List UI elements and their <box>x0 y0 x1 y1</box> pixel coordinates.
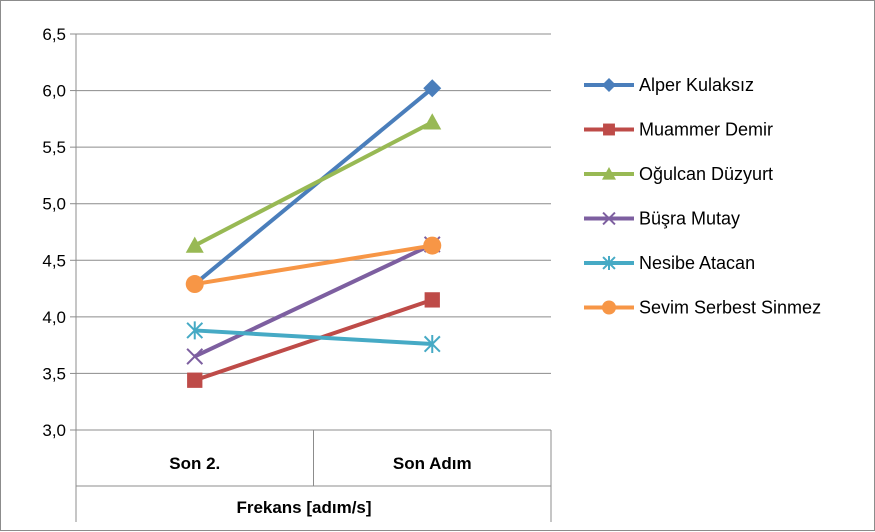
data-point-marker <box>602 300 616 315</box>
y-tick-label: 6,5 <box>42 25 66 44</box>
legend: Alper Kulaksız Muammer Demir Oğulcan Düzyu… <box>584 75 821 318</box>
legend-label: Muammer Demir <box>639 120 773 140</box>
y-tick-label: 3,0 <box>42 421 66 440</box>
legend-label: Alper Kulaksız <box>639 75 754 95</box>
series-line <box>194 328 433 347</box>
legend-label: Nesibe Atacan <box>639 253 755 273</box>
legend-label: Büşra Mutay <box>639 209 740 229</box>
gridlines <box>76 33 551 431</box>
data-point-marker <box>186 348 204 365</box>
data-point-marker <box>423 113 442 130</box>
data-point-marker <box>423 79 442 98</box>
series-büşra-mutay <box>186 236 441 365</box>
data-point-marker <box>602 78 616 92</box>
axes: 3,0 3,5 4,0 4,5 5,0 5,5 6,0 6,5 Son 2. Son Adım <box>42 25 552 522</box>
x-axis-title: Frekans [adım/s] <box>236 498 371 517</box>
series-line <box>194 297 433 383</box>
series-layer <box>185 79 442 388</box>
series-alper-kulaksız <box>185 79 442 294</box>
y-tick-label: 4,5 <box>42 251 66 270</box>
data-point-marker <box>186 321 204 340</box>
series-line <box>193 242 434 359</box>
y-tick-label: 5,5 <box>42 138 66 157</box>
legend-item: Alper Kulaksız <box>584 75 754 95</box>
y-tick-label: 3,5 <box>42 364 66 383</box>
x-tick-label: Son Adım <box>393 454 472 473</box>
data-point-marker <box>423 335 441 354</box>
data-point-marker <box>602 256 616 270</box>
legend-label: Sevim Serbest Sinmez <box>639 298 821 318</box>
y-tick-label: 5,0 <box>42 195 66 214</box>
series-line <box>194 243 433 287</box>
series-nesibe-atacan <box>186 321 441 354</box>
data-point-marker <box>602 167 616 180</box>
legend-item: Büşra Mutay <box>584 209 740 229</box>
data-point-marker <box>602 211 616 226</box>
data-point-marker <box>424 292 440 308</box>
x-tick-label: Son 2. <box>169 454 220 473</box>
legend-item: Oğulcan Düzyurt <box>584 164 773 184</box>
series-line <box>193 120 434 248</box>
data-point-marker <box>185 236 204 253</box>
data-point-marker <box>185 275 204 294</box>
legend-item: Sevim Serbest Sinmez <box>584 298 821 318</box>
legend-item: Muammer Demir <box>584 120 773 140</box>
series-muammer-demir <box>187 292 440 388</box>
y-tick-label: 6,0 <box>42 82 66 101</box>
data-point-marker <box>187 372 203 388</box>
series-sevim-serbest-sinmez <box>185 236 442 294</box>
series-line <box>193 86 434 286</box>
data-point-marker <box>423 236 442 255</box>
series-oğulcan-düzyurt <box>185 113 442 253</box>
legend-item: Nesibe Atacan <box>584 253 755 273</box>
legend-label: Oğulcan Düzyurt <box>639 164 773 184</box>
data-point-marker <box>603 123 615 136</box>
y-tick-label: 4,0 <box>42 308 66 327</box>
